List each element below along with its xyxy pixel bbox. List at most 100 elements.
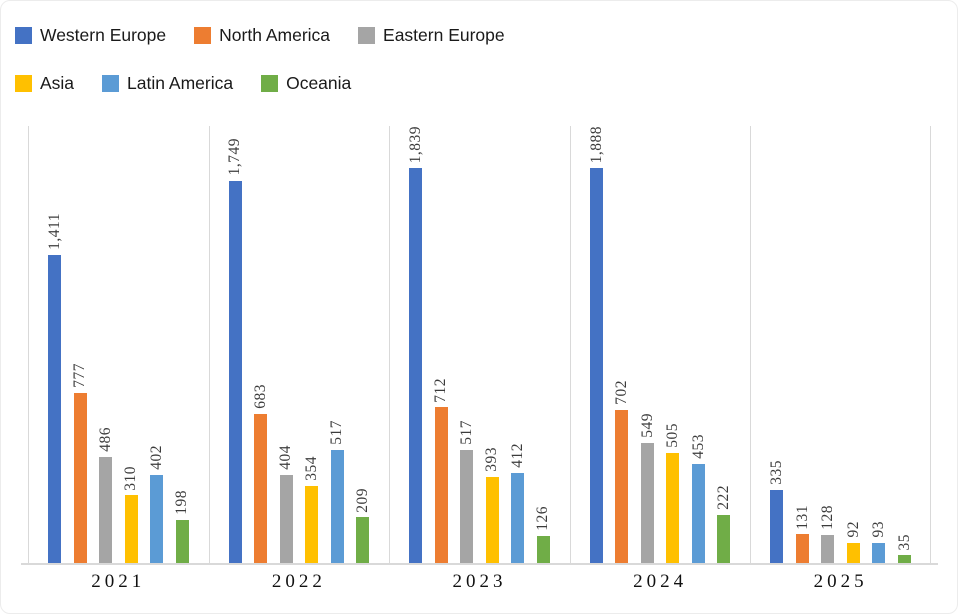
bar-2024-latin-america [691, 464, 705, 563]
bar-2024-oceania [717, 514, 731, 563]
bar-slot-2025-north-america: 131 [793, 126, 811, 563]
bar-slot-2021-latin-america: 402 [147, 126, 165, 563]
bar-value-label-2021-western-europe: 1,411 [45, 212, 63, 250]
bar-value-label-2021-latin-america: 402 [147, 445, 165, 471]
bar-value-label-2025-western-europe: 335 [768, 460, 786, 485]
bar-value-label-2022-latin-america: 517 [328, 420, 346, 445]
bar-slot-2022-latin-america: 517 [328, 126, 346, 563]
legend-item-north-america: North America [194, 25, 330, 46]
bar-2024-asia [666, 452, 680, 563]
bar-value-label-2021-oceania: 198 [173, 489, 191, 515]
x-axis-label-2025: 2025 [813, 571, 868, 592]
bar-value-label-2022-eastern-europe: 404 [277, 444, 295, 470]
bar-slot-2022-oceania: 209 [353, 126, 371, 563]
legend-row-2: Asia Latin America Oceania [15, 73, 379, 94]
bar-2021-north-america [73, 393, 87, 563]
bar-2021-latin-america [150, 475, 164, 563]
bar-value-label-2022-asia: 354 [302, 455, 320, 481]
bar-2023-oceania [536, 535, 550, 563]
bar-slot-2025-eastern-europe: 128 [819, 126, 837, 563]
bar-value-label-2025-north-america: 131 [793, 504, 811, 530]
bar-slot-2021-north-america: 777 [71, 126, 88, 563]
bar-2022-north-america [254, 413, 268, 563]
bar-group-2025: 335 131 128 92 93 35 [750, 126, 931, 563]
bar-value-label-2024-asia: 505 [664, 422, 682, 448]
bar-2025-north-america [795, 534, 809, 563]
legend-row-1: Western Europe North America Eastern Europ… [15, 25, 533, 46]
bar-value-label-2023-north-america: 712 [432, 377, 450, 403]
bar-2022-latin-america [330, 450, 344, 563]
bar-slot-2021-western-europe: 1,411 [45, 126, 63, 563]
legend-item-latin-america: Latin America [102, 73, 233, 94]
bar-group-2024: 1,888 702 549 505 453 222 [570, 126, 751, 563]
bar-2022-asia [305, 485, 319, 563]
bar-slot-2024-western-europe: 1,888 [587, 126, 605, 563]
legend-item-oceania: Oceania [261, 73, 351, 94]
bar-value-label-2022-western-europe: 1,749 [226, 138, 244, 176]
legend-label-latin-america: Latin America [127, 73, 234, 93]
bar-group-2022: 1,749 683 404 354 517 209 [209, 126, 390, 563]
x-axis-line [21, 563, 938, 565]
bar-2022-eastern-europe [279, 474, 293, 563]
bar-slot-2022-asia: 354 [302, 126, 320, 563]
x-axis-label-2021: 2021 [91, 571, 146, 592]
category-separator-line [930, 126, 931, 563]
bar-2024-eastern-europe [640, 443, 654, 563]
bar-slot-2025-western-europe: 335 [768, 126, 786, 563]
bar-slot-2022-north-america: 683 [252, 126, 269, 563]
bar-value-label-2021-eastern-europe: 486 [96, 427, 114, 452]
legend-label-eastern-europe: Eastern Europe [383, 25, 505, 45]
bar-value-label-2024-western-europe: 1,888 [587, 126, 605, 164]
bar-value-label-2023-latin-america: 412 [508, 443, 526, 468]
bar-2023-asia [485, 477, 499, 563]
category-separator-line [208, 126, 210, 563]
category-separator-line [28, 126, 29, 563]
x-axis-label-2024: 2024 [633, 571, 688, 592]
category-separator-line [389, 126, 391, 563]
bar-slot-2023-latin-america: 412 [508, 126, 526, 563]
bar-2024-western-europe [589, 168, 603, 563]
bar-slot-2023-oceania: 126 [534, 126, 552, 563]
bar-group-2021: 1,411 777 486 310 402 198 [28, 126, 209, 563]
bar-slot-2024-eastern-europe: 549 [638, 126, 656, 563]
bar-slot-2024-asia: 505 [664, 126, 682, 563]
bar-slot-2023-eastern-europe: 517 [458, 126, 475, 563]
x-axis-label-2023: 2023 [452, 571, 507, 592]
legend-swatch-latin-america-icon [102, 75, 120, 92]
bar-2025-latin-america [872, 542, 886, 563]
bar-group-2023: 1,839 712 517 393 412 126 [389, 126, 570, 563]
bar-slot-2025-asia: 92 [844, 126, 862, 563]
bar-value-label-2023-oceania: 126 [534, 505, 552, 531]
bar-value-label-2022-oceania: 209 [353, 487, 371, 513]
bar-value-label-2024-north-america: 702 [613, 379, 631, 405]
bar-value-label-2024-eastern-europe: 549 [638, 413, 656, 438]
bar-2023-eastern-europe [460, 450, 474, 563]
bar-slot-2024-latin-america: 453 [689, 126, 707, 563]
legend-label-asia: Asia [40, 73, 75, 93]
bar-value-label-2024-latin-america: 453 [689, 434, 707, 459]
bar-slot-2024-oceania: 222 [715, 126, 732, 563]
legend-swatch-north-america-icon [194, 27, 212, 44]
bar-slot-2022-western-europe: 1,749 [226, 126, 244, 563]
bar-value-label-2025-oceania: 35 [895, 533, 913, 551]
bar-value-label-2025-eastern-europe: 128 [819, 505, 837, 530]
bar-2021-eastern-europe [99, 456, 113, 563]
bar-2023-western-europe [409, 168, 423, 563]
bar-value-label-2023-asia: 393 [483, 447, 501, 473]
x-axis-labels: 2021 2022 2023 2024 2025 [28, 571, 931, 593]
bar-2025-asia [846, 542, 860, 563]
legend-label-north-america: North America [219, 25, 331, 45]
bar-slot-2021-oceania: 198 [173, 126, 191, 563]
legend-item-western-europe: Western Europe [15, 25, 166, 46]
bar-value-label-2025-asia: 92 [844, 521, 862, 538]
x-axis-label-2022: 2022 [271, 571, 326, 592]
bar-2022-western-europe [228, 180, 242, 563]
category-separator-line [569, 126, 571, 563]
legend-label-western-europe: Western Europe [40, 25, 167, 45]
legend-item-asia: Asia [15, 73, 74, 94]
bar-2024-north-america [615, 409, 629, 563]
bar-2025-eastern-europe [821, 535, 835, 563]
legend-item-eastern-europe: Eastern Europe [358, 25, 505, 46]
bar-slot-2023-asia: 393 [483, 126, 501, 563]
